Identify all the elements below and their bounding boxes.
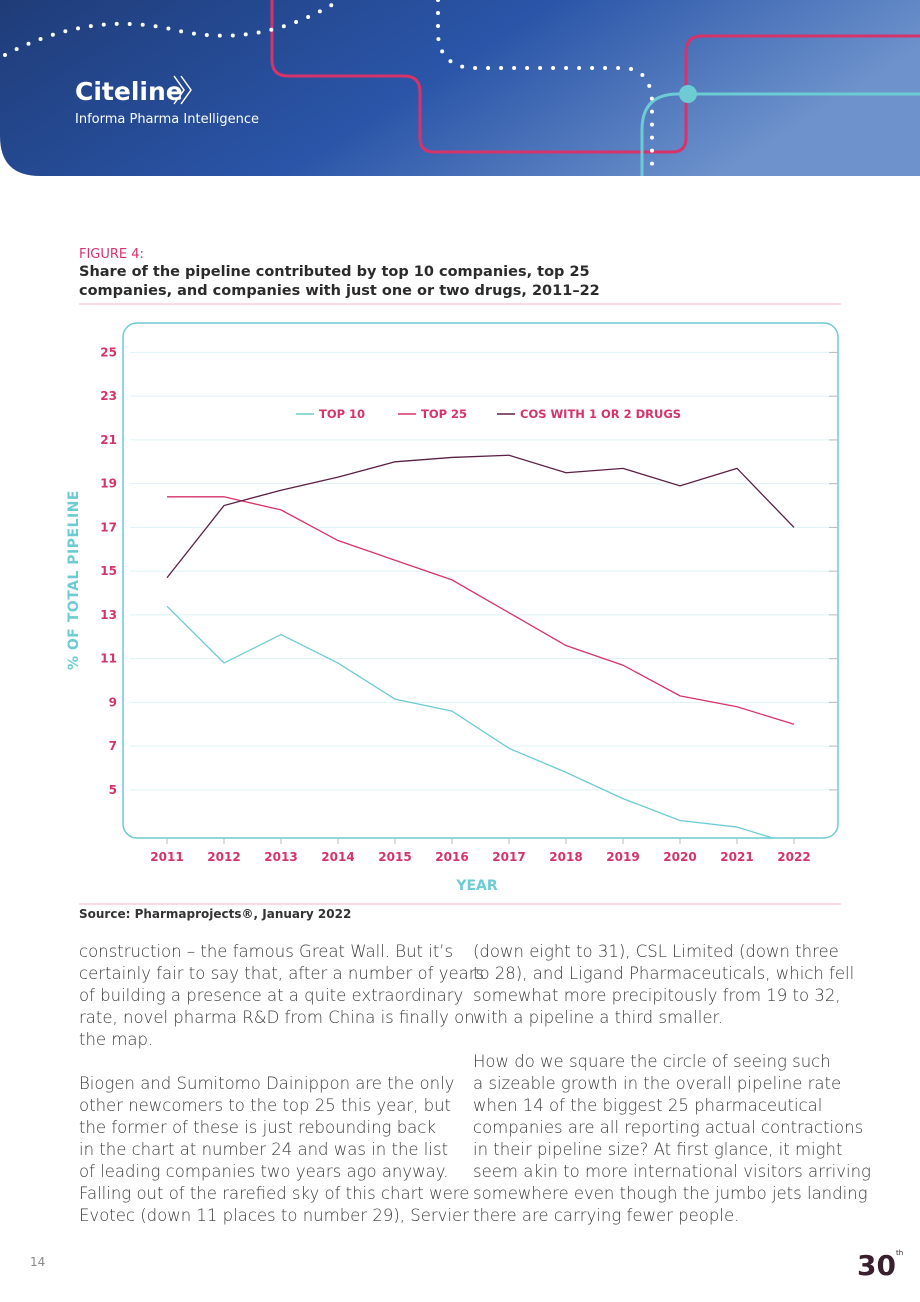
body-line: construction – the famous Great Wall. Bu… xyxy=(79,942,453,961)
x-tick-label: 2012 xyxy=(207,850,240,864)
x-tick-label: 2019 xyxy=(606,850,639,864)
legend-label: TOP 25 xyxy=(421,407,467,421)
y-tick-label: 25 xyxy=(100,345,117,359)
x-tick-label: 2015 xyxy=(378,850,411,864)
decor-line xyxy=(270,0,920,154)
decor-line xyxy=(640,92,920,176)
x-tick-label: 2020 xyxy=(663,850,696,864)
x-tick-label: 2013 xyxy=(264,850,297,864)
decor-dot xyxy=(679,85,697,103)
tagline: Informa Pharma Intelligence xyxy=(75,112,259,127)
body-line: somewhat more precipitously from 19 to 3… xyxy=(473,986,841,1005)
body: construction – the famous Great Wall. Bu… xyxy=(79,942,871,1225)
y-axis-title: % OF TOTAL PIPELINE xyxy=(66,490,82,670)
brand-chevrons xyxy=(173,75,192,105)
y-tick-label: 7 xyxy=(109,739,117,753)
plot-frame xyxy=(122,322,839,839)
x-tick-label: 2021 xyxy=(720,850,753,864)
y-tick-label: 15 xyxy=(100,564,117,578)
body-line: somewhere even though the jumbo jets lan… xyxy=(473,1184,868,1203)
legend-label: TOP 10 xyxy=(319,407,365,421)
body-line: other newcomers to the top 25 this year,… xyxy=(79,1096,451,1115)
anniversary-sup: th xyxy=(896,1249,903,1257)
body-line: to 28), and Ligand Pharmaceuticals, whic… xyxy=(473,964,854,983)
chart-title: Share of the pipeline contributed by top… xyxy=(79,264,590,280)
y-tick-label: 13 xyxy=(100,608,117,622)
header-band xyxy=(0,0,920,176)
series-line xyxy=(166,605,795,838)
body-line: with a pipeline a third smaller. xyxy=(473,1008,723,1027)
body-line: when 14 of the biggest 25 pharmaceutical xyxy=(473,1096,822,1115)
anniversary-logo: 30 xyxy=(857,1249,896,1282)
y-tick-label: 23 xyxy=(100,389,117,403)
x-tick-label: 2016 xyxy=(435,850,468,864)
body-line: of building a presence at a quite extrao… xyxy=(79,986,463,1005)
page-number: 14 xyxy=(30,1255,45,1269)
body-line: How do we square the circle of seeing su… xyxy=(473,1052,831,1071)
body-line: there are carrying fewer people. xyxy=(473,1206,739,1225)
body-line: in the chart at number 24 and was in the… xyxy=(79,1140,448,1159)
x-tick-label: 2022 xyxy=(777,850,810,864)
body-line: of leading companies two years ago anywa… xyxy=(79,1162,448,1181)
body-line: Biogen and Sumitomo Dainippon are the on… xyxy=(79,1074,454,1093)
x-tick-label: 2018 xyxy=(549,850,582,864)
y-tick-label: 9 xyxy=(109,695,117,709)
y-tick-label: 19 xyxy=(100,477,117,491)
body-line: companies are all reporting actual contr… xyxy=(473,1118,863,1137)
body-line: the map. xyxy=(79,1030,153,1049)
header: Citeline Informa Pharma Intelligence xyxy=(0,0,920,178)
decor-dots xyxy=(436,0,654,178)
x-tick-label: 2011 xyxy=(150,850,183,864)
y-tick-label: 21 xyxy=(100,433,117,447)
body-line: certainly fair to say that, after a numb… xyxy=(79,964,484,983)
body-line: seem akin to more international visitors… xyxy=(473,1162,871,1181)
y-tick-label: 17 xyxy=(100,520,117,534)
brand: Citeline xyxy=(75,77,183,106)
x-tick-label: 2017 xyxy=(492,850,525,864)
x-axis-title: YEAR xyxy=(455,878,498,894)
body-line: in their pipeline size? At first glance,… xyxy=(473,1140,842,1159)
y-tick-label: 5 xyxy=(109,783,117,797)
body-line: a sizeable growth in the overall pipelin… xyxy=(473,1074,841,1093)
body-line: Evotec (down 11 places to number 29), Se… xyxy=(79,1206,469,1225)
series-line xyxy=(167,496,795,725)
body-line: (down eight to 31), CSL Limited (down th… xyxy=(473,942,839,961)
body-line: rate, novel pharma R&D from China is fin… xyxy=(79,1008,475,1027)
legend-label: COS WITH 1 OR 2 DRUGS xyxy=(520,407,681,421)
source: Source: Pharmaprojects®, January 2022 xyxy=(79,907,351,921)
x-tick-label: 2014 xyxy=(321,850,354,864)
chart: 5 7 9 11 13 15 17 19 21 23 25 2011 2012 2013 2014 2015 2… xyxy=(66,345,838,894)
body-line: Falling out of the rarefied sky of this … xyxy=(79,1184,469,1203)
figure-label: FIGURE 4: xyxy=(79,247,144,262)
series-line xyxy=(166,454,795,579)
y-tick-label: 11 xyxy=(100,652,117,666)
chart-title: companies, and companies with just one o… xyxy=(79,283,600,299)
body-line: the former of these is just rebounding b… xyxy=(79,1118,436,1137)
